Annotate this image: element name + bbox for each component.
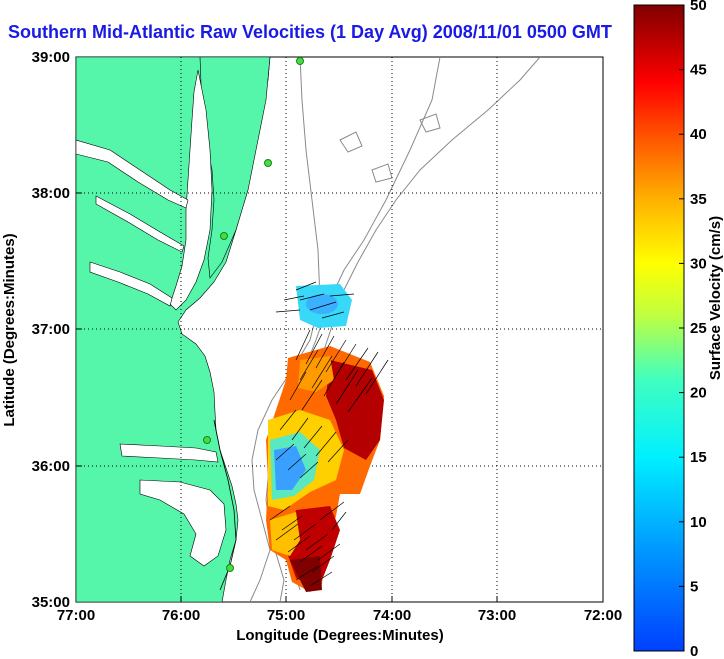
colorbar-label: Surface Velocity (cm/s) [707,216,724,380]
colorbar-tick-label: 30 [690,255,707,272]
stations [203,57,304,572]
station-marker [220,232,228,240]
colorbar-tick-label: 45 [690,62,707,79]
y-axis-label: Latitude (Degrees:Minutes) [1,233,18,426]
x-tick-label: 73:00 [478,607,516,624]
station-marker [296,57,304,65]
colorbar-tick-label: 50 [690,0,707,14]
map-tick-marks [76,192,498,602]
grid [76,57,603,602]
y-tick-label: 36:00 [32,458,70,475]
velocity-vectors [269,281,389,587]
x-tick-label: 76:00 [162,607,200,624]
y-tick-label: 35:00 [32,594,70,611]
station-marker [226,564,234,572]
colorbar-tick-label: 10 [690,514,707,531]
isobath-shallow [249,57,321,602]
potomac-river [76,139,189,209]
colorbar-tick-label: 20 [690,385,707,402]
albemarle-sound [119,443,219,463]
james-river [89,261,173,307]
x-tick-label: 77:00 [57,607,95,624]
y-tick-label: 37:00 [32,321,70,338]
x-axis-label: Longitude (Degrees:Minutes) [236,627,444,644]
pamlico-sound [139,479,227,567]
x-tick-label: 72:00 [584,607,622,624]
colorbar-tick-label: 40 [690,126,707,143]
colorbar-tick-label: 5 [690,578,698,595]
velocity-field-south [266,346,384,592]
colorbar-tick-label: 0 [690,643,698,659]
map-title: Southern Mid-Atlantic Raw Velocities (1 … [8,22,612,42]
y-tick-label: 39:00 [32,49,70,66]
rappahannock-river [95,195,185,253]
colorbar [633,4,685,652]
x-tick-label: 74:00 [373,607,411,624]
station-marker [203,436,211,444]
x-tick-label: 75:00 [267,607,305,624]
colorbar-tick-label: 25 [690,320,707,337]
colorbar-tick-label: 35 [690,191,707,208]
colorbar-tick-label: 15 [690,449,707,466]
y-tick-label: 38:00 [32,185,70,202]
station-marker [264,159,272,167]
